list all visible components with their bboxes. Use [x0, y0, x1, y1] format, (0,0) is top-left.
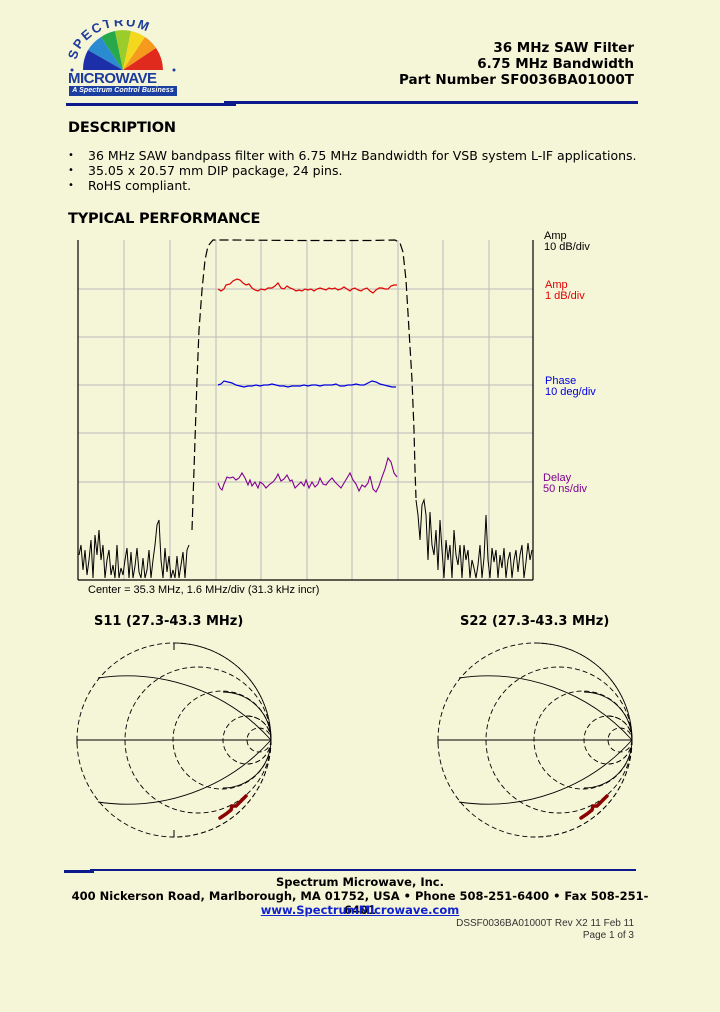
legend-amp-10db: Amp 10 dB/div [544, 230, 590, 253]
website-link[interactable]: www.SpectrumMicrowave.com [260, 903, 460, 917]
legend-delay: Delay 50 ns/div [543, 472, 588, 495]
footer-company: Spectrum Microwave, Inc. [276, 875, 444, 889]
performance-chart [77, 239, 534, 581]
description-list: 36 MHz SAW bandpass filter with 6.75 MHz… [68, 148, 637, 193]
performance-heading: TYPICAL PERFORMANCE [68, 211, 261, 227]
amp-noise-right [415, 498, 533, 579]
amp-1db-trace [217, 278, 397, 294]
document-title: 36 MHz SAW Filter 6.75 MHz Bandwidth Par… [399, 40, 634, 88]
s22-smith-chart [437, 642, 633, 838]
part-number: Part Number SF0036BA01000T [398, 72, 634, 88]
footer-rule-left [64, 870, 94, 873]
document-id: DSSF0036BA01000T Rev X2 11 Feb 11 [456, 918, 634, 929]
delay-trace [217, 456, 398, 493]
s22-title: S22 (27.3-43.3 MHz) [460, 614, 610, 629]
spectrum-rainbow-icon: SPECTRUM [65, 14, 176, 72]
description-bullet: 35.05 x 20.57 mm DIP package, 24 pins. [68, 163, 637, 178]
description-heading: DESCRIPTION [68, 120, 176, 136]
logo-wordmark: MICROWAVE [68, 70, 157, 87]
logo-tagline: A Spectrum Control Business [69, 86, 177, 96]
header-rule-right [224, 101, 638, 104]
legend-amp-1db: Amp 1 dB/div [545, 279, 585, 302]
s22-trace [579, 794, 609, 820]
page-number: Page 1 of 3 [582, 930, 634, 941]
s11-smith-chart [76, 642, 272, 838]
footer-address: 400 Nickerson Road, Marlborough, MA 0175… [71, 889, 649, 917]
description-bullet: RoHS compliant. [68, 178, 637, 193]
footer-rule [90, 869, 636, 871]
title-line-2: 6.75 MHz Bandwidth [477, 56, 634, 72]
s11-trace [218, 794, 248, 820]
description-bullet: 36 MHz SAW bandpass filter with 6.75 MHz… [68, 148, 637, 163]
company-logo: SPECTRUM MICROWAVE A Spectrum Control Bu… [65, 14, 181, 102]
legend-phase: Phase 10 deg/div [545, 375, 596, 398]
chart-grid [78, 240, 533, 580]
s11-title: S11 (27.3-43.3 MHz) [94, 614, 244, 629]
title-line-1: 36 MHz SAW Filter [493, 40, 634, 56]
amp-noise-left [78, 519, 190, 579]
phase-trace [217, 380, 396, 388]
header-rule-left [66, 103, 236, 106]
amp-10db-trace [191, 239, 417, 531]
chart-caption: Center = 35.3 MHz, 1.6 MHz/div (31.3 kHz… [88, 584, 320, 596]
